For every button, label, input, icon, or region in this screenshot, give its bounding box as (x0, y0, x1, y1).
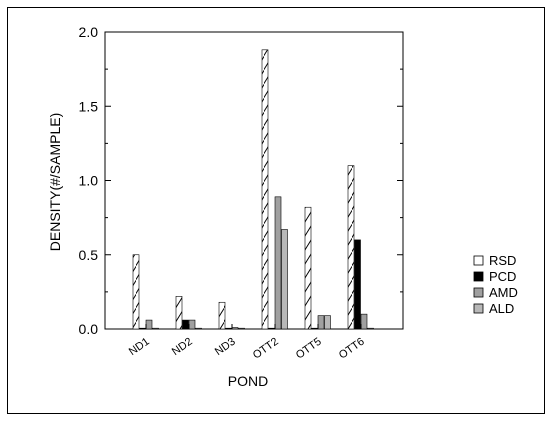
y-tick-label: 0.0 (79, 321, 99, 337)
bar-ald-ott5 (324, 315, 331, 330)
y-tick-label: 1.0 (79, 173, 99, 189)
legend-label-ald: ALD (489, 301, 514, 316)
legend-label-pcd: PCD (489, 269, 516, 284)
bar-ald-nd2 (195, 327, 202, 330)
bar-amd-ott2 (274, 196, 282, 330)
legend-swatch-amd (473, 287, 484, 298)
x-tick-label-nd3: ND3 (213, 336, 238, 358)
bar-ald-ott6 (367, 327, 374, 330)
legend-swatch-pcd (473, 271, 484, 282)
y-tick-label: 2.0 (79, 24, 99, 40)
bar-pcd-nd1 (139, 327, 146, 330)
y-axis-label: DENSITY(#/SAMPLE) (47, 113, 63, 251)
legend-label-amd: AMD (489, 285, 518, 300)
legend-swatch-ald (473, 303, 484, 314)
bar-pcd-ott5 (311, 327, 318, 330)
x-tick-label-ott2: OTT2 (251, 336, 281, 362)
bar-ald-nd3 (238, 327, 245, 330)
bar-pcd-nd3 (225, 327, 232, 330)
bar-ald-nd1 (152, 327, 159, 330)
bar-ald-ott2 (281, 229, 288, 330)
bar-rsd-nd3 (218, 301, 226, 330)
x-tick-label-nd1: ND1 (127, 336, 152, 358)
bar-amd-ott6 (360, 313, 368, 330)
bar-rsd-nd2 (175, 296, 183, 330)
bar-pcd-ott2 (268, 327, 275, 330)
legend-swatch-rsd (473, 255, 484, 266)
x-axis-label: POND (228, 373, 268, 389)
bar-amd-ott5 (317, 315, 325, 330)
y-tick-label: 0.5 (79, 247, 99, 263)
bar-amd-nd1 (145, 319, 153, 330)
bar-amd-nd2 (188, 319, 196, 330)
legend-label-rsd: RSD (489, 253, 516, 268)
x-tick-label-nd2: ND2 (170, 336, 195, 358)
bar-pcd-nd2 (182, 319, 189, 330)
bar-amd-nd3 (231, 327, 239, 330)
y-tick-label: 1.5 (79, 98, 99, 114)
bar-rsd-ott6 (347, 165, 355, 330)
x-tick-label-ott6: OTT6 (337, 336, 367, 362)
bar-rsd-nd1 (132, 254, 140, 330)
bar-pcd-ott6 (354, 239, 361, 330)
x-tick-label-ott5: OTT5 (294, 336, 324, 362)
bar-rsd-ott5 (304, 206, 312, 330)
bar-rsd-ott2 (261, 49, 269, 330)
